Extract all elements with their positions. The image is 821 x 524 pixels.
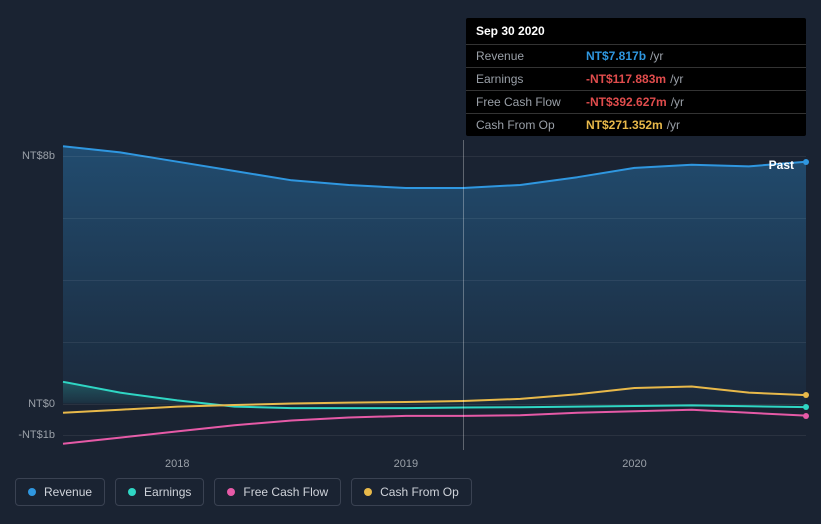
- gridline: [63, 342, 806, 343]
- legend-item-earnings[interactable]: Earnings: [115, 478, 204, 506]
- legend-swatch: [128, 488, 136, 496]
- x-axis-label: 2018: [165, 458, 189, 470]
- legend-label: Earnings: [144, 485, 191, 499]
- tooltip-row-revenue: Revenue NT$7.817b /yr: [466, 45, 806, 68]
- legend-swatch: [364, 488, 372, 496]
- y-axis-label: NT$0: [15, 398, 55, 410]
- series-end-dot: [803, 413, 809, 419]
- tooltip-unit: /yr: [671, 95, 684, 109]
- tooltip-row-earnings: Earnings -NT$117.883m /yr: [466, 68, 806, 91]
- legend-item-fcf[interactable]: Free Cash Flow: [214, 478, 341, 506]
- legend-item-revenue[interactable]: Revenue: [15, 478, 105, 506]
- tooltip-unit: /yr: [650, 49, 663, 63]
- data-tooltip: Sep 30 2020 Revenue NT$7.817b /yr Earnin…: [466, 18, 806, 136]
- past-label: Past: [769, 158, 794, 172]
- highlight-line: [463, 140, 464, 450]
- tooltip-unit: /yr: [670, 72, 683, 86]
- chart: Past NT$8b NT$0 -NT$1b 2018 2019 2020: [15, 120, 806, 470]
- legend-swatch: [28, 488, 36, 496]
- plot-area[interactable]: Past: [63, 140, 806, 450]
- series-end-dot: [803, 392, 809, 398]
- gridline: [63, 404, 806, 405]
- tooltip-value: NT$7.817b: [586, 49, 646, 63]
- y-axis-label: NT$8b: [15, 150, 55, 162]
- gridline: [63, 156, 806, 157]
- legend-label: Revenue: [44, 485, 92, 499]
- tooltip-unit: /yr: [667, 118, 680, 132]
- tooltip-value: -NT$392.627m: [586, 95, 667, 109]
- tooltip-row-fcf: Free Cash Flow -NT$392.627m /yr: [466, 91, 806, 114]
- x-axis-label: 2019: [394, 458, 418, 470]
- gridline: [63, 435, 806, 436]
- tooltip-date: Sep 30 2020: [466, 18, 806, 45]
- tooltip-value: NT$271.352m: [586, 118, 663, 132]
- legend-swatch: [227, 488, 235, 496]
- legend-label: Free Cash Flow: [243, 485, 328, 499]
- tooltip-label: Free Cash Flow: [476, 95, 586, 109]
- legend: Revenue Earnings Free Cash Flow Cash Fro…: [15, 478, 472, 506]
- series-end-dot: [803, 159, 809, 165]
- tooltip-label: Revenue: [476, 49, 586, 63]
- gridline: [63, 280, 806, 281]
- series-end-dot: [803, 404, 809, 410]
- gridline: [63, 218, 806, 219]
- tooltip-value: -NT$117.883m: [586, 72, 666, 86]
- series-line: [63, 410, 806, 444]
- x-axis-label: 2020: [622, 458, 646, 470]
- legend-label: Cash From Op: [380, 485, 459, 499]
- tooltip-row-cfo: Cash From Op NT$271.352m /yr: [466, 114, 806, 136]
- legend-item-cfo[interactable]: Cash From Op: [351, 478, 472, 506]
- y-axis-label: -NT$1b: [15, 429, 55, 441]
- tooltip-label: Earnings: [476, 72, 586, 86]
- tooltip-label: Cash From Op: [476, 118, 586, 132]
- series-area: [63, 146, 806, 403]
